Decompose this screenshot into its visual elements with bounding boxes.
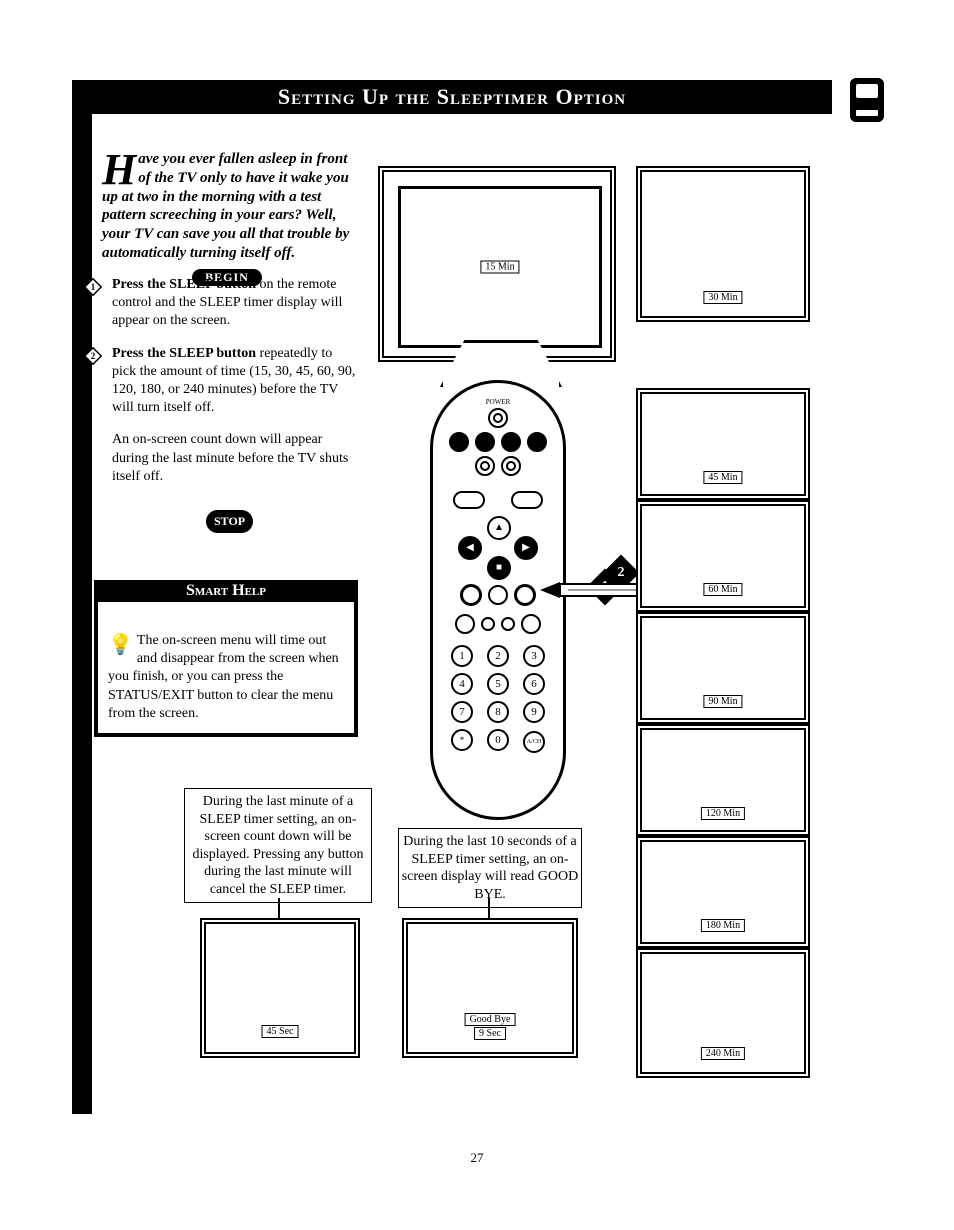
num-7[interactable]: 7 [451, 701, 473, 723]
tv-45sec: 45 Sec [200, 918, 360, 1058]
power-button[interactable] [488, 408, 508, 428]
tv-240-lbl: 240 Min [701, 1047, 745, 1060]
tv-goodbye-lbl-a: Good Bye [465, 1013, 516, 1026]
lightbulb-icon: 💡 [108, 632, 133, 658]
section-title: Setting Up the Sleeptimer Option [72, 80, 832, 114]
remote-aux-row [441, 454, 555, 478]
tv-60: 60 Min [636, 500, 810, 612]
mode-btn-4[interactable] [527, 432, 547, 452]
step-2-note: An on-screen count down will appear duri… [84, 431, 356, 486]
remote-oval-row [441, 488, 555, 514]
num-4[interactable]: 4 [451, 673, 473, 695]
oval-btn-2[interactable] [511, 491, 543, 509]
callout-2: During the last 10 seconds of a SLEEP ti… [398, 828, 582, 908]
tv-120-lbl: 120 Min [701, 807, 745, 820]
tv-45: 45 Min [636, 388, 810, 500]
tv-main-label: 15 Min [480, 261, 519, 274]
svg-text:1: 1 [91, 282, 96, 292]
tv-45-lbl: 45 Min [703, 471, 742, 484]
mode-btn-3[interactable] [501, 432, 521, 452]
aux-btn-1[interactable] [475, 456, 495, 476]
center-btn[interactable] [488, 585, 508, 605]
tv-30-lbl: 30 Min [703, 291, 742, 304]
remote-sleep-row [441, 612, 555, 636]
drop-cap: H [102, 152, 138, 187]
mode-btn-1[interactable] [449, 432, 469, 452]
tv-120: 120 Min [636, 724, 810, 836]
step-2: 2 Press the SLEEP button repeatedly to p… [84, 345, 356, 418]
dpad: ▲ ◀ ▶ ■ [454, 518, 542, 578]
tv-180: 180 Min [636, 836, 810, 948]
step-1-marker: 1 [84, 278, 102, 296]
chapter-icon [850, 78, 884, 122]
tv-90: 90 Min [636, 612, 810, 724]
tv-30: 30 Min [636, 166, 810, 322]
tv-main: 15 Min [378, 166, 616, 362]
step-1: 1 Press the SLEEP button on the remote c… [84, 276, 356, 331]
num-2[interactable]: 2 [487, 645, 509, 667]
tv-goodbye: Good Bye 9 Sec [402, 918, 578, 1058]
tv-goodbye-lbl-b: 9 Sec [474, 1027, 506, 1040]
sleep-button[interactable] [455, 614, 475, 634]
dpad-right[interactable]: ▶ [514, 536, 538, 560]
oval-btn-1[interactable] [453, 491, 485, 509]
remote-mode-row [441, 430, 555, 454]
small-btn-3[interactable] [521, 614, 541, 634]
tv-240: 240 Min [636, 948, 810, 1078]
callout-1: During the last minute of a SLEEP timer … [184, 788, 372, 903]
small-btn-1[interactable] [481, 617, 495, 631]
num-6[interactable]: 6 [523, 673, 545, 695]
step-2-lead: Press the SLEEP button [112, 346, 256, 361]
intro-paragraph: H ave you ever fallen asleep in front of… [102, 150, 352, 290]
num-3[interactable]: 3 [523, 645, 545, 667]
dpad-left[interactable]: ◀ [458, 536, 482, 560]
smart-help-title: Smart Help [94, 582, 358, 602]
page: Setting Up the Sleeptimer Option H ave y… [0, 0, 954, 1230]
num-ach[interactable]: A/CH [523, 731, 545, 753]
tv-45sec-lbl: 45 Sec [262, 1025, 299, 1038]
remote-power-row: POWER [441, 397, 555, 430]
left-accent [72, 114, 92, 1114]
mode-btn-2[interactable] [475, 432, 495, 452]
tv-180-lbl: 180 Min [701, 919, 745, 932]
num-0[interactable]: 0 [487, 729, 509, 751]
smart-help-text: The on-screen menu will time out and dis… [108, 633, 339, 721]
dpad-up[interactable]: ▲ [487, 516, 511, 540]
pen-pointer [540, 570, 650, 610]
intro-text: ave you ever fallen asleep in front of t… [102, 151, 349, 261]
num-5[interactable]: 5 [487, 673, 509, 695]
small-btn-2[interactable] [501, 617, 515, 631]
step-1-lead: Press the SLEEP button [112, 277, 256, 292]
dpad-down[interactable]: ■ [487, 556, 511, 580]
vol-btn[interactable] [460, 584, 482, 606]
aux-btn-2[interactable] [501, 456, 521, 476]
num-9[interactable]: 9 [523, 701, 545, 723]
numpad: 1 2 3 4 5 6 7 8 9 * 0 A/CH [441, 642, 555, 756]
page-number: 27 [0, 1150, 954, 1166]
steps-column: 1 Press the SLEEP button on the remote c… [84, 276, 356, 486]
svg-text:2: 2 [91, 351, 96, 361]
tv-main-screen: 15 Min [398, 186, 602, 348]
step-2-marker: 2 [84, 347, 102, 365]
num-8[interactable]: 8 [487, 701, 509, 723]
ch-btn[interactable] [514, 584, 536, 606]
num-star[interactable]: * [451, 729, 473, 751]
remote-vol-ch [441, 582, 555, 608]
tv-90-lbl: 90 Min [703, 695, 742, 708]
num-1[interactable]: 1 [451, 645, 473, 667]
power-label: POWER [486, 398, 511, 406]
smart-help-box: 💡 The on-screen menu will time out and d… [94, 580, 358, 737]
tv-60-lbl: 60 Min [703, 583, 742, 596]
stop-badge: STOP [206, 510, 253, 533]
